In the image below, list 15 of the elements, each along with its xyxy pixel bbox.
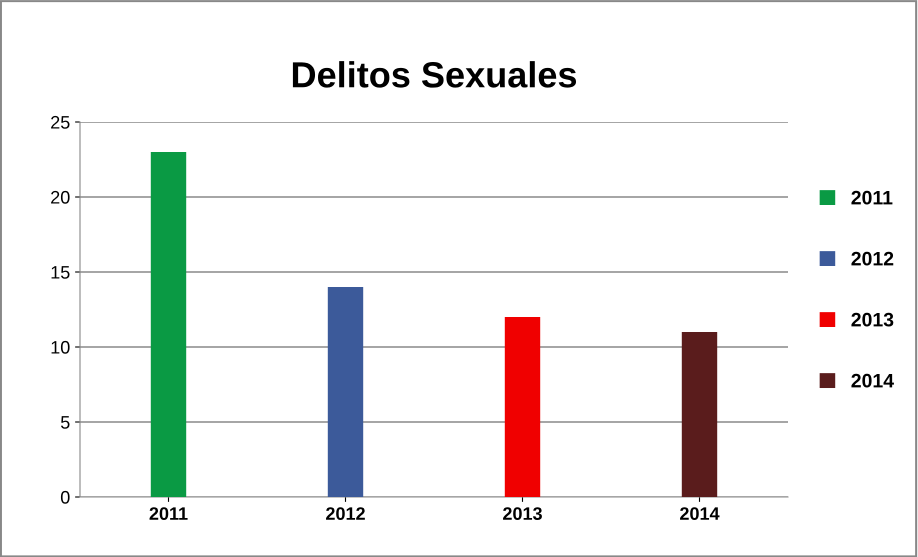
legend-label: 2012 (851, 252, 894, 266)
y-tick-label: 15 (52, 266, 70, 279)
chart-title: Delitos Sexuales (292, 61, 576, 88)
x-tick-label: 2012 (326, 507, 365, 520)
legend-label: 2011 (851, 190, 892, 205)
y-tick-label: 5 (60, 416, 70, 429)
y-tick-label: 0 (60, 490, 70, 504)
x-tick-label: 2014 (680, 507, 720, 520)
x-tick-label: 2013 (503, 507, 542, 520)
legend-label: 2013 (851, 312, 894, 327)
y-tick-label: 25 (51, 116, 70, 129)
x-tick-label: 2011 (150, 507, 188, 520)
y-tick-label: 20 (51, 190, 70, 204)
legend-label: 2014 (851, 374, 894, 388)
y-tick-label: 10 (52, 340, 70, 354)
